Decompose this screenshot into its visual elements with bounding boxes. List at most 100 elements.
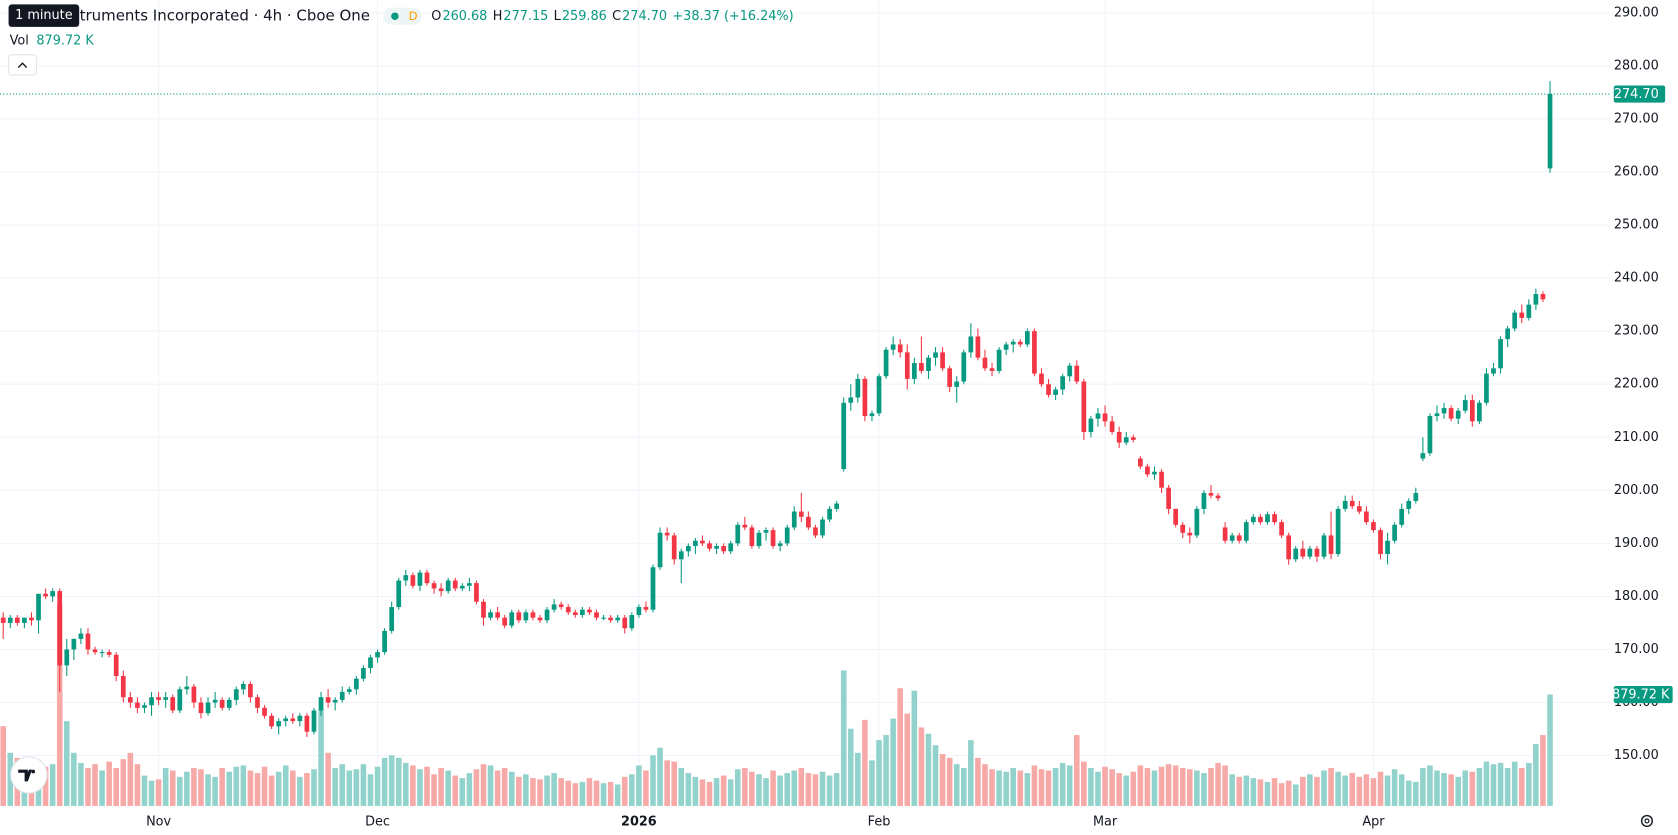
y-tick-label: 180.00 xyxy=(1614,589,1659,604)
volume-bar xyxy=(1434,770,1440,806)
candle-body xyxy=(92,649,98,653)
y-tick-label: 290.00 xyxy=(1614,5,1659,20)
volume-bar xyxy=(678,767,685,806)
candle-body xyxy=(1236,535,1242,541)
grid xyxy=(0,0,1611,806)
legend-key: H xyxy=(493,9,503,24)
candle-body xyxy=(1081,381,1087,432)
candle-body xyxy=(219,699,225,708)
candle-body xyxy=(601,617,606,619)
candle-body xyxy=(516,612,522,621)
volume-bar xyxy=(1335,771,1341,806)
volume-bar xyxy=(268,775,275,806)
volume-bar xyxy=(968,740,974,806)
candle-body xyxy=(1102,413,1108,422)
candle-body xyxy=(99,652,105,654)
volume-bar xyxy=(749,771,755,806)
candle-body xyxy=(424,572,430,584)
candle-body xyxy=(806,516,811,528)
volume-bar xyxy=(106,761,112,806)
candle-body xyxy=(7,617,13,623)
volume-bar xyxy=(1250,778,1257,806)
candle-body xyxy=(1342,500,1348,509)
candle-body xyxy=(961,352,967,382)
volume-bar xyxy=(501,767,508,806)
volume-bar xyxy=(1398,774,1405,806)
candle-body xyxy=(1145,466,1150,475)
tooltip-text: 1 minute xyxy=(15,8,73,23)
status-badge[interactable] xyxy=(383,7,422,25)
volume-bar xyxy=(1314,776,1320,806)
candle-body xyxy=(50,591,56,597)
candle-body xyxy=(283,718,289,722)
candle-body xyxy=(770,530,776,547)
volume-bar xyxy=(621,776,628,806)
volume-bar xyxy=(1059,762,1066,806)
volume-bar xyxy=(1095,771,1101,806)
candle-body xyxy=(488,612,493,618)
volume-bar xyxy=(99,770,105,806)
volume-bar xyxy=(756,774,762,806)
candle-body xyxy=(615,617,621,621)
volume-bar xyxy=(614,784,621,806)
candle-body xyxy=(1123,437,1129,443)
volume-bar xyxy=(1201,773,1207,806)
candle-body xyxy=(332,699,338,703)
candle-body xyxy=(1533,294,1539,305)
candle-body xyxy=(1201,492,1207,509)
volume-bar xyxy=(148,780,155,806)
volume-bar xyxy=(572,783,579,806)
settings[interactable] xyxy=(1640,814,1654,827)
candle-body xyxy=(763,530,769,533)
y-tick-label: 220.00 xyxy=(1614,377,1659,392)
candle-body xyxy=(890,344,896,350)
volume-bar xyxy=(1194,770,1200,806)
candle-body xyxy=(933,352,938,358)
candle-body xyxy=(1258,516,1263,523)
volume-bar xyxy=(141,775,148,806)
collapse-button[interactable] xyxy=(8,54,37,76)
volume-bar xyxy=(233,766,240,806)
volume-bar xyxy=(1511,761,1518,806)
volume-bar xyxy=(480,764,487,806)
volume-bar xyxy=(1490,764,1497,806)
volume-bar xyxy=(982,764,988,806)
candle-body xyxy=(318,697,324,711)
candle-body xyxy=(71,638,77,650)
volume-bar xyxy=(989,769,995,806)
volume-bar xyxy=(339,764,346,806)
volume-bar xyxy=(1187,769,1193,806)
volume-bar xyxy=(1497,762,1504,806)
volume-bar xyxy=(374,766,381,806)
volume-bar xyxy=(1278,783,1285,806)
candle-body xyxy=(678,551,684,560)
candle-body xyxy=(1526,304,1532,318)
volume-bar xyxy=(925,733,932,806)
candle-body xyxy=(587,609,592,613)
volume-bar xyxy=(290,770,296,806)
candle-body xyxy=(1491,368,1496,374)
legend-key: O xyxy=(431,9,441,24)
volume-bar xyxy=(1483,761,1490,806)
volume-bar xyxy=(134,764,141,806)
volume-bar xyxy=(742,767,748,806)
header: Texas Instruments Incorporated · 4h · Cb… xyxy=(8,4,794,76)
settings-icon[interactable] xyxy=(1640,814,1654,827)
candle-body xyxy=(85,633,91,650)
y-tick-label: 240.00 xyxy=(1614,271,1659,286)
candle-body xyxy=(1371,522,1376,531)
candle-body xyxy=(643,607,649,610)
candle-body xyxy=(459,585,465,589)
candle-body xyxy=(813,527,818,536)
volume-bar xyxy=(904,713,911,806)
candle-body xyxy=(509,612,515,626)
candle-body xyxy=(1116,431,1122,443)
candle-body xyxy=(940,352,945,369)
volume-pane xyxy=(0,604,1553,806)
candle-body xyxy=(1010,341,1016,345)
candle-body xyxy=(1540,294,1546,300)
candle-body xyxy=(1434,413,1440,417)
candle-body xyxy=(749,527,755,547)
volume-bar xyxy=(975,757,981,806)
